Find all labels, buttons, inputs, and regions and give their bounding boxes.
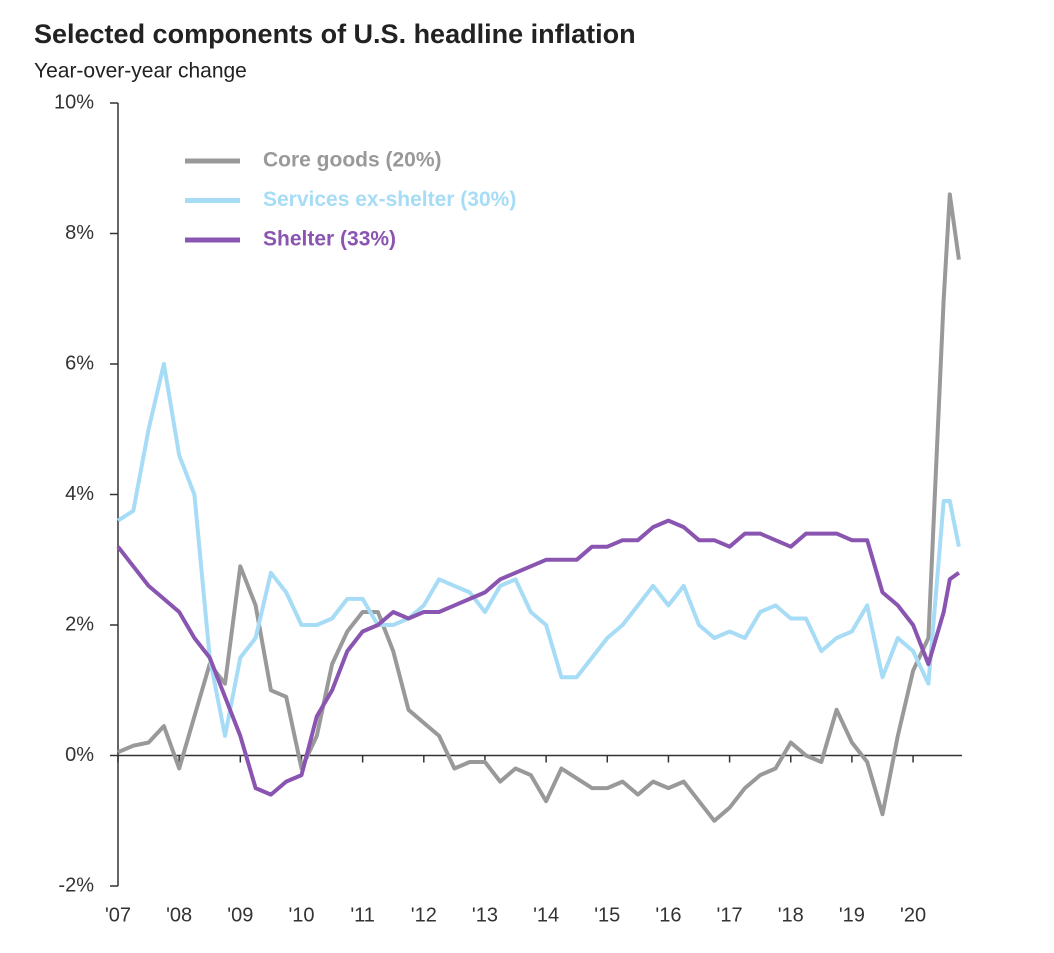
- series-line: [117, 192, 961, 823]
- x-tick-label: '12: [411, 904, 437, 926]
- x-tick-label: '08: [166, 904, 192, 926]
- x-tick-label: '15: [594, 904, 620, 926]
- x-tick-label: '14: [533, 904, 559, 926]
- series-line: [116, 518, 961, 797]
- x-tick-label: '20: [900, 904, 926, 926]
- y-tick-label: 8%: [65, 222, 94, 244]
- chart-title: Selected components of U.S. headline inf…: [34, 19, 636, 49]
- x-tick-label: '07: [105, 904, 131, 926]
- x-tick-label: '13: [472, 904, 498, 926]
- y-tick-label: 6%: [65, 352, 94, 374]
- legend-label: Shelter (33%): [263, 228, 396, 251]
- legend-label: Services ex-shelter (30%): [263, 188, 516, 211]
- y-tick-label: 10%: [54, 91, 94, 113]
- y-tick-label: -2%: [58, 874, 94, 896]
- x-tick-label: '11: [350, 904, 375, 926]
- x-tick-label: '16: [655, 904, 681, 926]
- y-tick-label: 0%: [65, 744, 94, 766]
- legend-label: Core goods (20%): [263, 149, 442, 172]
- x-tick-label: '09: [227, 904, 253, 926]
- x-tick-label: '19: [839, 904, 865, 926]
- x-tick-label: '18: [778, 904, 804, 926]
- x-tick-label: '10: [288, 904, 314, 926]
- series-line: [116, 362, 961, 738]
- y-tick-label: 4%: [65, 483, 94, 505]
- y-tick-label: 2%: [65, 613, 94, 635]
- x-tick-label: '17: [717, 904, 743, 926]
- chart-subtitle: Year-over-year change: [34, 60, 247, 83]
